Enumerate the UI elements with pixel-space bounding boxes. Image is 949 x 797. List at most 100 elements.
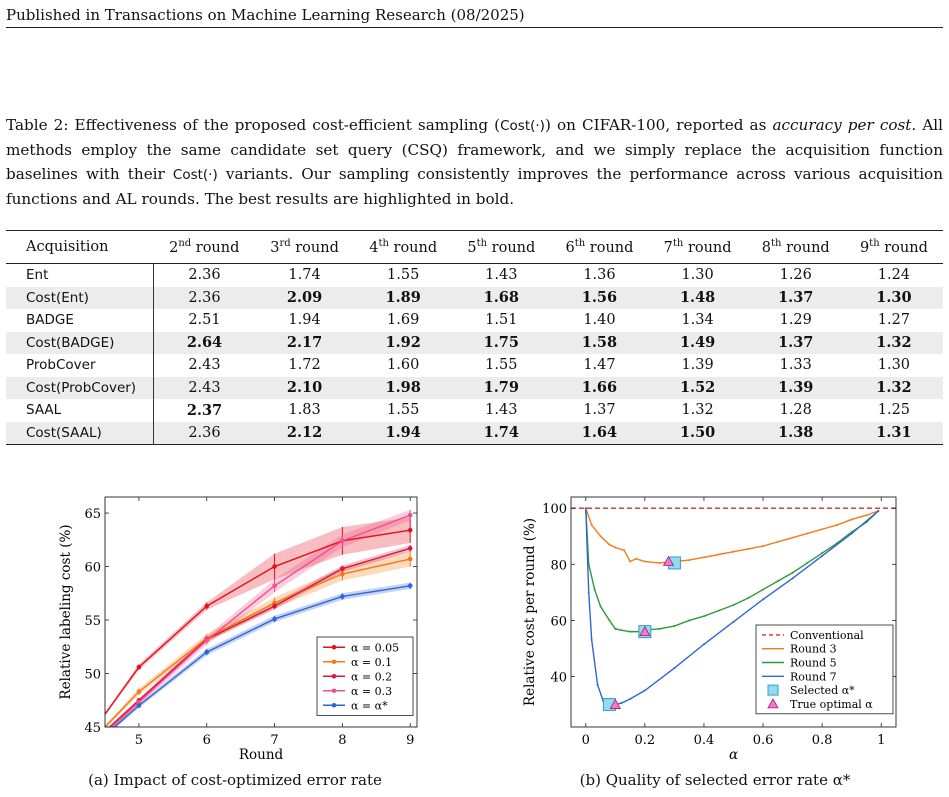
data-point: [702, 615, 705, 618]
method-name: Cost(SAAL): [6, 421, 154, 445]
legend-box: [755, 624, 894, 715]
value-cell: 1.89: [354, 286, 453, 309]
caption-part-2: ) on CIFAR-100, reported as: [544, 116, 773, 134]
method-name: Cost(ProbCover): [6, 376, 154, 399]
value-cell: 1.51: [485, 312, 518, 329]
round-header-word: round: [687, 239, 732, 256]
x-tick-label: 6: [203, 733, 211, 748]
value-cell: 2.36: [153, 421, 255, 445]
round-header-suffix: th: [574, 238, 586, 250]
round-header-word: round: [393, 239, 438, 256]
x-axis-label: Round: [239, 747, 284, 763]
value-cell: 1.66: [550, 376, 649, 399]
figure-caption-b: (b) Quality of selected error rate α*: [579, 771, 851, 789]
value-cell: 1.98: [354, 376, 453, 399]
table-row: Cost(SAAL) 2.36 2.12 1.94 1.74 1.64 1.50 1.38 1.…: [6, 421, 943, 445]
value-cell: 1.29: [779, 312, 812, 329]
legend-label: Round 7: [790, 670, 837, 683]
value-cell: 1.68: [452, 286, 551, 309]
data-point: [673, 667, 676, 670]
method-name: Cost(Ent): [6, 286, 154, 309]
table-body: Ent 2.36 1.74 1.55 1.43 1.36 1.30 1.26 1.24 Cost(…: [6, 263, 943, 445]
data-point: [702, 556, 705, 559]
value-cell: 2.36: [153, 286, 255, 309]
round-header-word: round: [884, 239, 928, 256]
legend-marker: [331, 659, 337, 665]
plot-frame: [104, 496, 418, 728]
legend-label: α = 0.2: [351, 670, 392, 683]
round-header-number: 4: [369, 239, 379, 256]
legend: α = 0.05 α = 0.1α = 0.2 α = 0.3α = α*: [316, 636, 414, 716]
table-row: ProbCover 2.43 1.72 1.60 1.55 1.47 1.39 1.33 1.3…: [6, 354, 943, 377]
data-point: [762, 598, 765, 601]
y-tick-label: 65: [84, 507, 101, 522]
data-point: [732, 603, 735, 606]
round-header-word: round: [589, 239, 634, 256]
round-header-suffix: th: [771, 238, 782, 250]
legend-label: α = 0.3: [351, 685, 392, 698]
value-cell: 2.09: [254, 286, 355, 309]
caption-part-3: All methods employ the same candidate se…: [6, 116, 944, 183]
method-name: Cost(BADGE): [6, 331, 154, 354]
x-tick-label: 0.8: [812, 733, 833, 748]
value-cell: 1.60: [387, 357, 420, 374]
data-point: [850, 532, 853, 535]
value-cell: 1.32: [844, 376, 943, 399]
data-point: [614, 546, 617, 549]
value-cell: 1.52: [648, 376, 747, 399]
round-header-word: round: [491, 239, 536, 256]
y-tick-label: 45: [84, 721, 101, 736]
legend-label: α = α*: [351, 699, 388, 712]
value-cell: 1.37: [746, 331, 845, 354]
value-cell: 1.47: [583, 357, 616, 374]
y-tick-label: 55: [84, 614, 101, 629]
series-line: [113, 585, 411, 727]
x-tick-label: 0.2: [635, 733, 656, 748]
data-point: [821, 554, 824, 557]
value-cell: 1.83: [288, 402, 321, 419]
y-tick-label: 50: [84, 668, 101, 683]
value-cell: 1.94: [288, 312, 321, 329]
table-row: Cost(BADGE) 2.64 2.17 1.92 1.75 1.58 1.49 1.37 1…: [6, 331, 943, 354]
round-header-number: 9: [859, 239, 870, 256]
value-cell: 1.26: [779, 267, 812, 284]
data-point: [732, 620, 735, 623]
results-table: Acquisition 2nd round 3rd round 4th round 5…: [6, 230, 943, 445]
data-point: [623, 549, 626, 552]
confidence-band: [109, 509, 411, 727]
data-point: [587, 591, 590, 594]
value-cell: 1.75: [452, 331, 551, 354]
round-header-word: round: [295, 239, 339, 256]
value-cell: 1.43: [485, 267, 518, 284]
legend-marker: [767, 698, 779, 709]
data-point: [629, 630, 632, 633]
data-point: [791, 577, 794, 580]
legend-marker: [331, 702, 337, 708]
y-tick-label: 40: [550, 671, 567, 686]
table-row: Cost(ProbCover) 2.43 2.10 1.98 1.79 1.66 1.52 1…: [6, 376, 943, 399]
caption-cost-symbol-2: Cost(·): [172, 167, 218, 183]
data-point: [791, 571, 794, 574]
value-cell: 1.74: [452, 421, 551, 445]
series-line: [105, 558, 411, 727]
value-cell: 2.17: [254, 331, 355, 354]
value-cell: 1.50: [648, 421, 747, 445]
data-point: [877, 510, 880, 513]
value-cell: 1.55: [485, 357, 518, 374]
data-point: [590, 639, 593, 642]
y-tick-label: 80: [550, 558, 567, 573]
caption-emphasis: accuracy per cost.: [772, 116, 917, 134]
table-caption: Table 2: Effectiveness of the proposed c…: [6, 113, 943, 211]
value-cell: 2.64: [153, 331, 255, 354]
true-optimal-marker: [662, 555, 675, 566]
value-cell: 1.32: [844, 331, 943, 354]
acquisition-header: Acquisition: [6, 230, 154, 264]
round-header-suffix: th: [869, 238, 880, 250]
value-cell: 1.74: [288, 267, 321, 284]
y-axis-label: Relative cost per round (%): [522, 518, 538, 706]
round-header: 8th round: [746, 230, 845, 264]
value-cell: 1.34: [681, 312, 714, 329]
value-cell: 1.94: [354, 421, 453, 445]
data-point: [732, 550, 735, 553]
